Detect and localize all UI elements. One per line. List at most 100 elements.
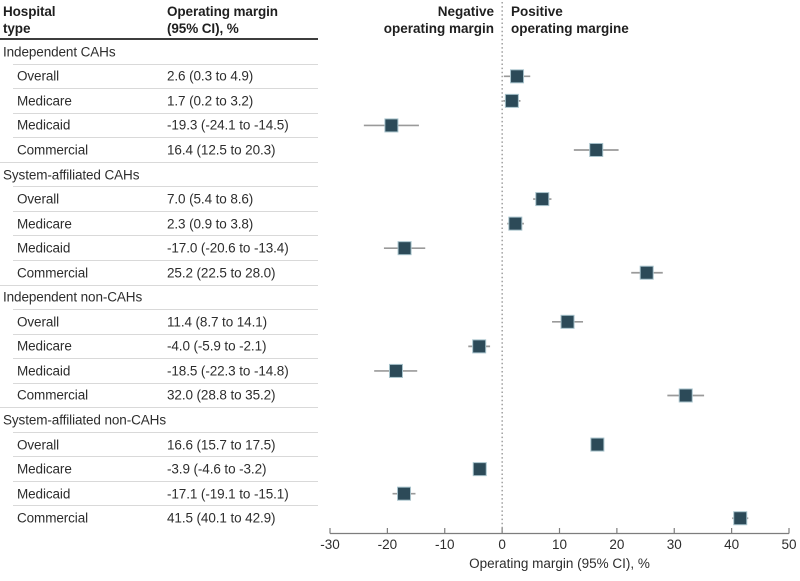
point-marker [504, 93, 519, 108]
row-value: 11.4 (8.7 to 14.1) [167, 314, 268, 330]
table-row: Medicaid -18.5 (-22.3 to -14.8) [0, 358, 320, 384]
row-value: 16.4 (12.5 to 20.3) [167, 142, 276, 158]
x-tick-label: 50 [781, 537, 796, 552]
row-value: 2.3 (0.9 to 3.8) [167, 216, 254, 232]
group-header-row: Independent CAHs [0, 40, 320, 65]
row-separator [13, 505, 318, 507]
row-value: 25.2 (22.5 to 28.0) [167, 265, 276, 281]
row-separator [13, 259, 318, 261]
x-tick-label: -10 [435, 537, 455, 552]
table-row: Overall 16.6 (15.7 to 17.5) [0, 431, 320, 457]
point-marker [397, 486, 412, 501]
x-tick-label: 10 [552, 537, 567, 552]
row-separator [13, 210, 318, 212]
row-separator [13, 186, 318, 188]
x-tick-label: 0 [498, 537, 506, 552]
row-label: Medicaid [17, 117, 71, 133]
row-separator [0, 161, 318, 163]
row-value: 1.7 (0.2 to 3.2) [167, 93, 254, 109]
x-tick-label: -30 [320, 537, 340, 552]
group-label: System-affiliated CAHs [3, 167, 140, 183]
group-label: System-affiliated non-CAHs [3, 412, 166, 428]
group-header-row: Independent non-CAHs [0, 284, 320, 310]
point-marker [535, 192, 550, 207]
point-marker [388, 363, 403, 378]
row-separator [13, 63, 318, 65]
row-label: Commercial [17, 142, 89, 158]
row-separator [13, 480, 318, 482]
point-marker [384, 118, 399, 133]
point-marker [639, 265, 654, 280]
positive-region-label: Positive operating margine [511, 4, 629, 36]
group-header-row: System-affiliated CAHs [0, 161, 320, 187]
column-header-operating-margin: Operating margin (95% CI), % [167, 4, 278, 36]
row-value: -17.0 (-20.6 to -13.4) [167, 240, 289, 256]
point-marker [510, 69, 525, 84]
row-value: -4.0 (-5.9 to -2.1) [167, 338, 267, 354]
point-marker [590, 437, 605, 452]
row-value: 16.6 (15.7 to 17.5) [167, 437, 276, 453]
table-header-rule [0, 37, 318, 40]
table-row: Commercial 25.2 (22.5 to 28.0) [0, 259, 320, 285]
table-row: Medicare -4.0 (-5.9 to -2.1) [0, 333, 320, 359]
x-tick-label: 20 [609, 537, 624, 552]
point-marker [397, 241, 412, 256]
row-label: Overall [17, 314, 60, 330]
row-label: Commercial [17, 387, 89, 403]
table-row: Commercial 16.4 (12.5 to 20.3) [0, 137, 320, 163]
negative-region-label: Negative operating margin [383, 4, 494, 36]
table-row: Medicaid -19.3 (-24.1 to -14.5) [0, 112, 320, 138]
table-row: Medicare 1.7 (0.2 to 3.2) [0, 88, 320, 114]
row-label: Medicare [17, 461, 72, 477]
group-label: Independent non-CAHs [3, 289, 143, 305]
row-label: Commercial [17, 510, 89, 526]
row-label: Medicaid [17, 363, 71, 379]
column-header-hospital-type: Hospital type [3, 4, 56, 36]
x-tick-label: 30 [667, 537, 682, 552]
row-value: -18.5 (-22.3 to -14.8) [167, 363, 289, 379]
point-marker [472, 339, 487, 354]
table-row: Overall 7.0 (5.4 to 8.6) [0, 186, 320, 212]
group-label: Independent CAHs [3, 44, 116, 60]
row-separator [13, 235, 318, 237]
row-value: 7.0 (5.4 to 8.6) [167, 191, 254, 207]
table-row: Commercial 32.0 (28.8 to 35.2) [0, 382, 320, 408]
row-separator [13, 112, 318, 114]
x-tick-label: -20 [378, 537, 398, 552]
row-separator [0, 407, 318, 409]
row-label: Overall [17, 191, 60, 207]
row-label: Overall [17, 68, 60, 84]
point-marker [472, 462, 487, 477]
row-value: -19.3 (-24.1 to -14.5) [167, 117, 289, 133]
row-separator [13, 137, 318, 139]
table-row: Medicaid -17.0 (-20.6 to -13.4) [0, 235, 320, 261]
table-row: Medicare 2.3 (0.9 to 3.8) [0, 210, 320, 236]
table-row: Overall 2.6 (0.3 to 4.9) [0, 63, 320, 89]
row-label: Medicaid [17, 486, 71, 502]
row-separator [13, 431, 318, 433]
table-row: Commercial 41.5 (40.1 to 42.9) [0, 505, 320, 531]
point-marker [589, 142, 604, 157]
row-label: Commercial [17, 265, 89, 281]
row-separator [13, 333, 318, 335]
row-value: -3.9 (-4.6 to -3.2) [167, 461, 267, 477]
row-label: Overall [17, 437, 60, 453]
row-value: -17.1 (-19.1 to -15.1) [167, 486, 289, 502]
point-marker [678, 388, 693, 403]
row-value: 32.0 (28.8 to 35.2) [167, 387, 276, 403]
row-label: Medicare [17, 93, 72, 109]
row-separator [0, 284, 318, 286]
row-separator [13, 88, 318, 90]
table-row: Overall 11.4 (8.7 to 14.1) [0, 309, 320, 335]
row-separator [13, 358, 318, 360]
table-row: Medicare -3.9 (-4.6 to -3.2) [0, 456, 320, 482]
point-marker [508, 216, 523, 231]
x-tick-label: 40 [724, 537, 739, 552]
x-axis-title: Operating margin (95% CI), % [469, 556, 650, 571]
point-marker [560, 314, 575, 329]
row-value: 41.5 (40.1 to 42.9) [167, 510, 276, 526]
row-separator [13, 382, 318, 384]
row-separator [13, 309, 318, 311]
